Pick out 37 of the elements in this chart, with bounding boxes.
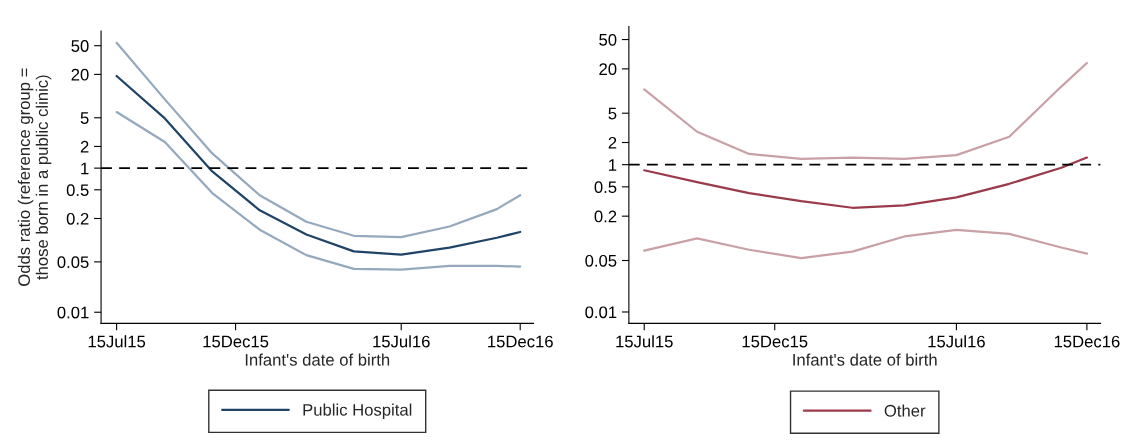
y-tick-label: 50 (599, 33, 617, 46)
line-series (643, 228, 1088, 260)
y-tick-label: 1 (81, 162, 89, 175)
line-series (643, 61, 1088, 160)
line-series (115, 41, 522, 239)
y-tick-label: 2 (608, 136, 617, 149)
x-tick-label: 15Dec16 (1054, 335, 1120, 348)
y-tick-label: 50 (71, 40, 89, 52)
x-axis-title: Infant's date of birth (793, 353, 937, 366)
y-tick-label: 0.05 (585, 254, 617, 267)
x-tick-label: 15Dec16 (488, 335, 553, 348)
legend-label: Public Hospital (303, 403, 412, 420)
y-tick-label: 20 (71, 68, 89, 81)
y-tick-label: 0.5 (66, 184, 89, 197)
y-tick-label: 20 (599, 63, 617, 76)
legend-label: Other (884, 404, 926, 417)
x-tick-label: 15Jul15 (88, 335, 146, 348)
y-tick-label: 0.2 (594, 210, 617, 223)
x-tick-label: 15Jul15 (616, 335, 673, 348)
y-tick-label: 0.01 (585, 306, 617, 319)
line-series (115, 74, 522, 256)
y-tick-label: 2 (80, 140, 89, 153)
y-tick-label: 1 (609, 159, 617, 171)
y-tick-label: 5 (608, 107, 617, 120)
y-tick-label: 0.5 (594, 181, 617, 194)
x-tick-label: 15Jul16 (373, 335, 430, 348)
y-tick-label: 5 (80, 112, 89, 124)
y-tick-label: 0.2 (66, 212, 89, 225)
y-axis-title: Odds ratio (reference group = those born in a public clinic) (17, 68, 52, 286)
line-series (115, 110, 522, 271)
x-tick-label: 15Dec15 (203, 335, 269, 348)
line-series (643, 156, 1088, 209)
x-tick-label: 15Jul16 (928, 335, 985, 348)
x-tick-label: 15Dec15 (742, 335, 808, 348)
x-axis-title: Infant's date of birth (245, 353, 390, 366)
y-tick-label: 0.01 (57, 306, 89, 319)
y-tick-label: 0.05 (57, 256, 89, 269)
